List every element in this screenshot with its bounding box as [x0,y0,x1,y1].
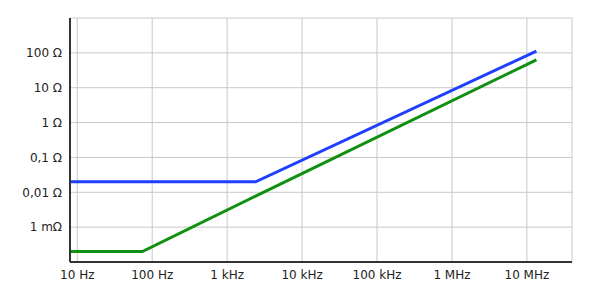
svg-text:10 MHz: 10 MHz [505,268,550,282]
svg-text:10 Hz: 10 Hz [60,268,94,282]
svg-text:1 Ω: 1 Ω [41,116,62,130]
svg-text:10 Ω: 10 Ω [34,81,62,95]
svg-text:100 Hz: 100 Hz [131,268,173,282]
svg-text:100 kHz: 100 kHz [353,268,402,282]
svg-text:0,1 Ω: 0,1 Ω [30,151,62,165]
svg-text:1 mΩ: 1 mΩ [30,220,62,234]
svg-text:10 kHz: 10 kHz [281,268,322,282]
svg-text:0,01 Ω: 0,01 Ω [22,186,62,200]
svg-text:1 MHz: 1 MHz [433,268,470,282]
svg-text:100 Ω: 100 Ω [26,46,62,60]
svg-text:1 kHz: 1 kHz [210,268,244,282]
